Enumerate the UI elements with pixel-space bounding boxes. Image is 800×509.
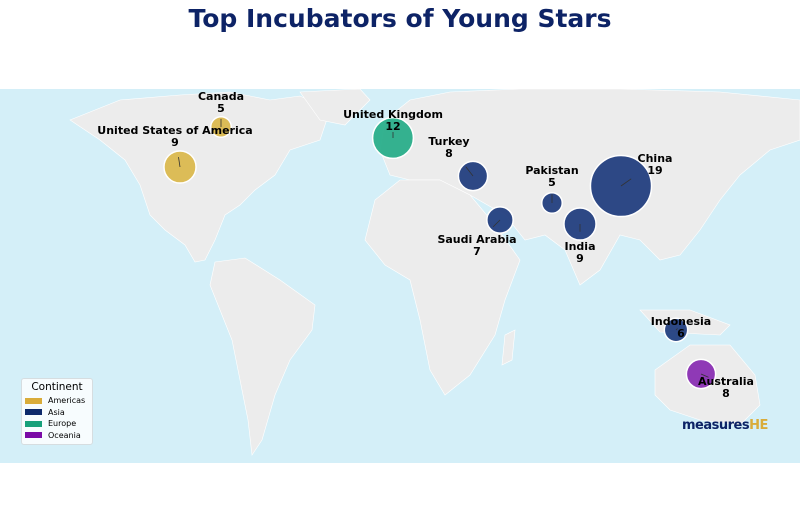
legend-swatch (25, 397, 42, 404)
legend-item-americas: Americas (25, 395, 89, 407)
label-country: China (638, 152, 673, 165)
legend-title: Continent (31, 381, 83, 393)
label-value: 12 (385, 120, 400, 133)
label-value: 8 (445, 147, 453, 160)
chart-title: Top Incubators of Young Stars (188, 4, 612, 33)
label-country: United States of America (97, 124, 252, 137)
label-value: 7 (473, 245, 481, 258)
label-country: Australia (698, 375, 754, 388)
label-value: 6 (677, 327, 685, 340)
leader-line (700, 373, 709, 378)
legend-swatch (25, 420, 42, 427)
south-america (209, 257, 316, 456)
label-value: 9 (576, 252, 584, 265)
africa (364, 179, 521, 396)
leader-line (178, 157, 181, 168)
greenland (299, 88, 371, 126)
logo-accent: HE (749, 418, 768, 433)
legend-item-oceania: Oceania (25, 430, 89, 442)
label-value: 19 (647, 164, 662, 177)
legend-label: Americas (48, 396, 86, 406)
leader-line (675, 328, 678, 331)
label-country: Turkey (428, 135, 469, 148)
label-value: 8 (722, 387, 730, 400)
leader-line (620, 178, 632, 187)
legend-label: Europe (48, 419, 77, 429)
legend-item-europe: Europe (25, 418, 89, 430)
label-value: 5 (548, 176, 556, 189)
label-country: Saudi Arabia (437, 233, 516, 246)
madagascar (501, 329, 516, 366)
label-country: Pakistan (525, 164, 578, 177)
logo-text: measures (682, 418, 750, 433)
label-value: 5 (217, 102, 225, 115)
legend-label: Asia (48, 407, 65, 417)
label-country: United Kingdom (343, 108, 443, 121)
label-value: 9 (171, 136, 179, 149)
legend-swatch (25, 432, 42, 439)
leader-line (492, 219, 501, 228)
north-america (69, 91, 331, 263)
measureshe-logo: measuresHE (682, 418, 768, 433)
label-country: Indonesia (651, 315, 711, 328)
label-country: Canada (198, 90, 244, 103)
leader-line (465, 166, 474, 177)
legend: Continent Americas Asia Europe Oceania (21, 378, 93, 445)
label-country: India (565, 240, 596, 253)
legend-swatch (25, 409, 42, 416)
legend-item-asia: Asia (25, 407, 89, 419)
legend-label: Oceania (48, 430, 81, 440)
